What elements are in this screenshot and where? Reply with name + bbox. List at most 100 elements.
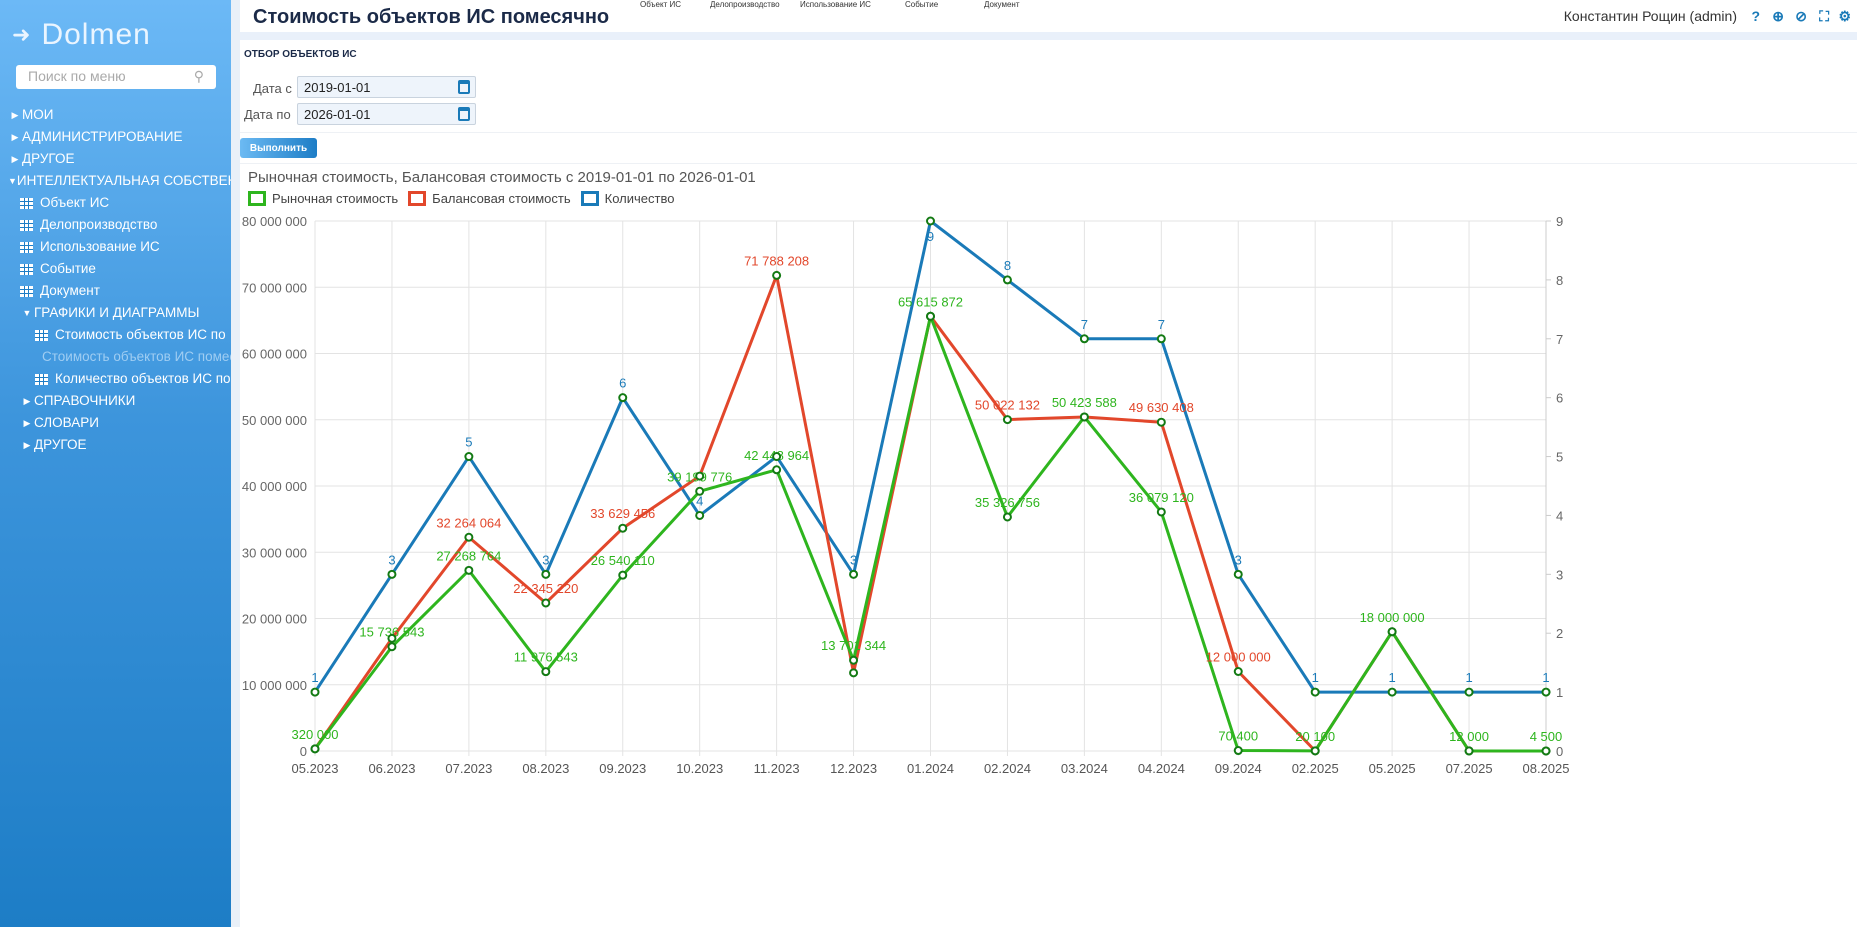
x-tick-label: 09.2024 [1215, 761, 1262, 776]
sidebar-item-label: Стоимость объектов ИС по [55, 327, 226, 342]
table-icon [20, 285, 33, 297]
top-nav-usage[interactable]: Использование ИС [800, 0, 871, 9]
table-icon [20, 197, 33, 209]
top-nav-object[interactable]: Объект ИС [640, 0, 681, 9]
data-point [695, 510, 705, 520]
menu-search-input[interactable]: Поиск по меню ⚲ [16, 65, 216, 89]
chart-legend: Рыночная стоимость Балансовая стоимость … [248, 191, 674, 206]
data-label: 1 [1389, 670, 1396, 685]
eye-off-icon[interactable]: ⊘ [1795, 8, 1807, 24]
calendar-icon[interactable] [458, 107, 470, 121]
sidebar-item[interactable]: Стоимость объектов ИС по [0, 324, 231, 346]
sidebar-item[interactable]: ▶ ДРУГОЕ [0, 434, 231, 456]
caret-right-icon: ▶ [11, 132, 19, 142]
sidebar-item[interactable]: ▶ СПРАВОЧНИКИ [0, 390, 231, 412]
data-label: 26 540 110 [591, 553, 655, 568]
caret-down-icon: ▼ [22, 308, 32, 318]
top-nav-event[interactable]: Событие [905, 0, 939, 9]
y-left-tick-label: 60 000 000 [242, 347, 307, 362]
data-label: 18 000 000 [1360, 610, 1425, 625]
sidebar-item[interactable]: ▶ СЛОВАРИ [0, 412, 231, 434]
table-icon [20, 263, 33, 275]
data-point [772, 452, 782, 462]
x-tick-label: 02.2024 [984, 761, 1031, 776]
y-right-tick-label: 9 [1556, 214, 1563, 229]
data-label: 50 423 588 [1052, 395, 1117, 410]
legend-balance[interactable]: Балансовая стоимость [408, 191, 571, 206]
x-tick-label: 05.2023 [292, 761, 339, 776]
data-point [618, 393, 628, 403]
y-left-tick-label: 40 000 000 [242, 479, 307, 494]
run-button[interactable]: Выполнить [240, 138, 317, 158]
caret-right-icon: ▶ [11, 110, 19, 120]
data-point [926, 216, 935, 226]
calendar-icon[interactable] [458, 80, 470, 94]
data-point [1387, 687, 1397, 697]
sidebar-item[interactable]: Документ [0, 280, 231, 302]
sidebar-item[interactable]: Делопроизводство [0, 214, 231, 236]
y-right-tick-label: 1 [1556, 685, 1563, 700]
data-label: 7 [1158, 317, 1165, 332]
data-point [310, 744, 320, 754]
caret-right-icon: ▶ [23, 418, 31, 428]
data-point [1541, 746, 1551, 756]
data-point [1387, 627, 1397, 637]
x-tick-label: 05.2025 [1369, 761, 1416, 776]
caret-right-icon: ▶ [23, 396, 31, 406]
sidebar-item-label: Использование ИС [40, 239, 160, 254]
data-point [541, 667, 551, 677]
sidebar-item-label: Количество объектов ИС по [55, 371, 231, 386]
data-label: 320 000 [292, 727, 339, 742]
sidebar-item-label: ДРУГОЕ [34, 437, 87, 452]
data-label: 71 788 208 [744, 253, 809, 268]
login-icon[interactable]: ➜ [12, 22, 32, 47]
data-label: 15 736 543 [359, 625, 424, 640]
data-point [1233, 667, 1243, 676]
data-point [695, 486, 705, 496]
data-point [1233, 746, 1243, 756]
date-from-input[interactable]: 2019-01-01 [297, 76, 476, 98]
zoom-icon[interactable]: ⊕ [1772, 8, 1784, 24]
filter-title: ОТБОР ОБЪЕКТОВ ИС [244, 49, 357, 60]
search-placeholder: Поиск по меню [28, 68, 126, 84]
header-divider [240, 32, 1857, 40]
sidebar-item[interactable]: Стоимость объектов ИС помесячно [0, 346, 231, 368]
legend-market[interactable]: Рыночная стоимость [248, 191, 398, 206]
top-nav-document[interactable]: Документ [984, 0, 1020, 9]
sidebar-item[interactable]: Событие [0, 258, 231, 280]
sidebar-item[interactable]: ▶ МОИ [0, 104, 231, 126]
user-name[interactable]: Константин Рощин (admin) [1563, 8, 1737, 24]
date-to-input[interactable]: 2026-01-01 [297, 103, 476, 125]
sidebar-item-label: АДМИНИСТРИРОВАНИЕ [22, 129, 183, 144]
help-icon[interactable]: ? [1751, 8, 1760, 24]
top-nav-records[interactable]: Делопроизводство [710, 0, 780, 9]
data-label: 33 629 456 [590, 506, 655, 521]
sidebar-item-label: Делопроизводство [40, 217, 158, 232]
sidebar-item[interactable]: ▼ИНТЕЛЛЕКТУАЛЬНАЯ СОБСТВЕННОСТЬ [0, 170, 231, 192]
data-point [1464, 687, 1474, 697]
sidebar-item[interactable]: ▶ АДМИНИСТРИРОВАНИЕ [0, 126, 231, 148]
gear-icon[interactable]: ⚙ [1838, 8, 1851, 24]
legend-count[interactable]: Количество [580, 191, 674, 206]
header: Стоимость объектов ИС помесячно Объект И… [240, 0, 1857, 32]
fullscreen-icon[interactable]: ⛶ [1819, 8, 1829, 24]
data-label: 1 [1542, 670, 1549, 685]
data-point [541, 598, 551, 608]
sidebar-item[interactable]: ▶ ДРУГОЕ [0, 148, 231, 170]
sidebar-item[interactable]: Количество объектов ИС по [0, 368, 231, 390]
data-label: 3 [542, 552, 549, 567]
data-label: 1 [1312, 670, 1319, 685]
sidebar-item[interactable]: Объект ИС [0, 192, 231, 214]
chart-title: Рыночная стоимость, Балансовая стоимость… [248, 169, 756, 186]
data-label: 49 630 408 [1129, 400, 1194, 415]
legend-label: Балансовая стоимость [432, 191, 571, 206]
sidebar-splitter[interactable] [231, 0, 240, 927]
data-label: 36 079 120 [1129, 490, 1194, 505]
data-point [541, 569, 551, 579]
sidebar-item[interactable]: Использование ИС [0, 236, 231, 258]
sidebar-item-label: Объект ИС [40, 195, 110, 210]
data-point [1156, 334, 1166, 344]
x-tick-label: 07.2025 [1446, 761, 1493, 776]
sidebar-item[interactable]: ▼ ГРАФИКИ И ДИАГРАММЫ [0, 302, 231, 324]
x-tick-label: 11.2023 [754, 761, 800, 776]
